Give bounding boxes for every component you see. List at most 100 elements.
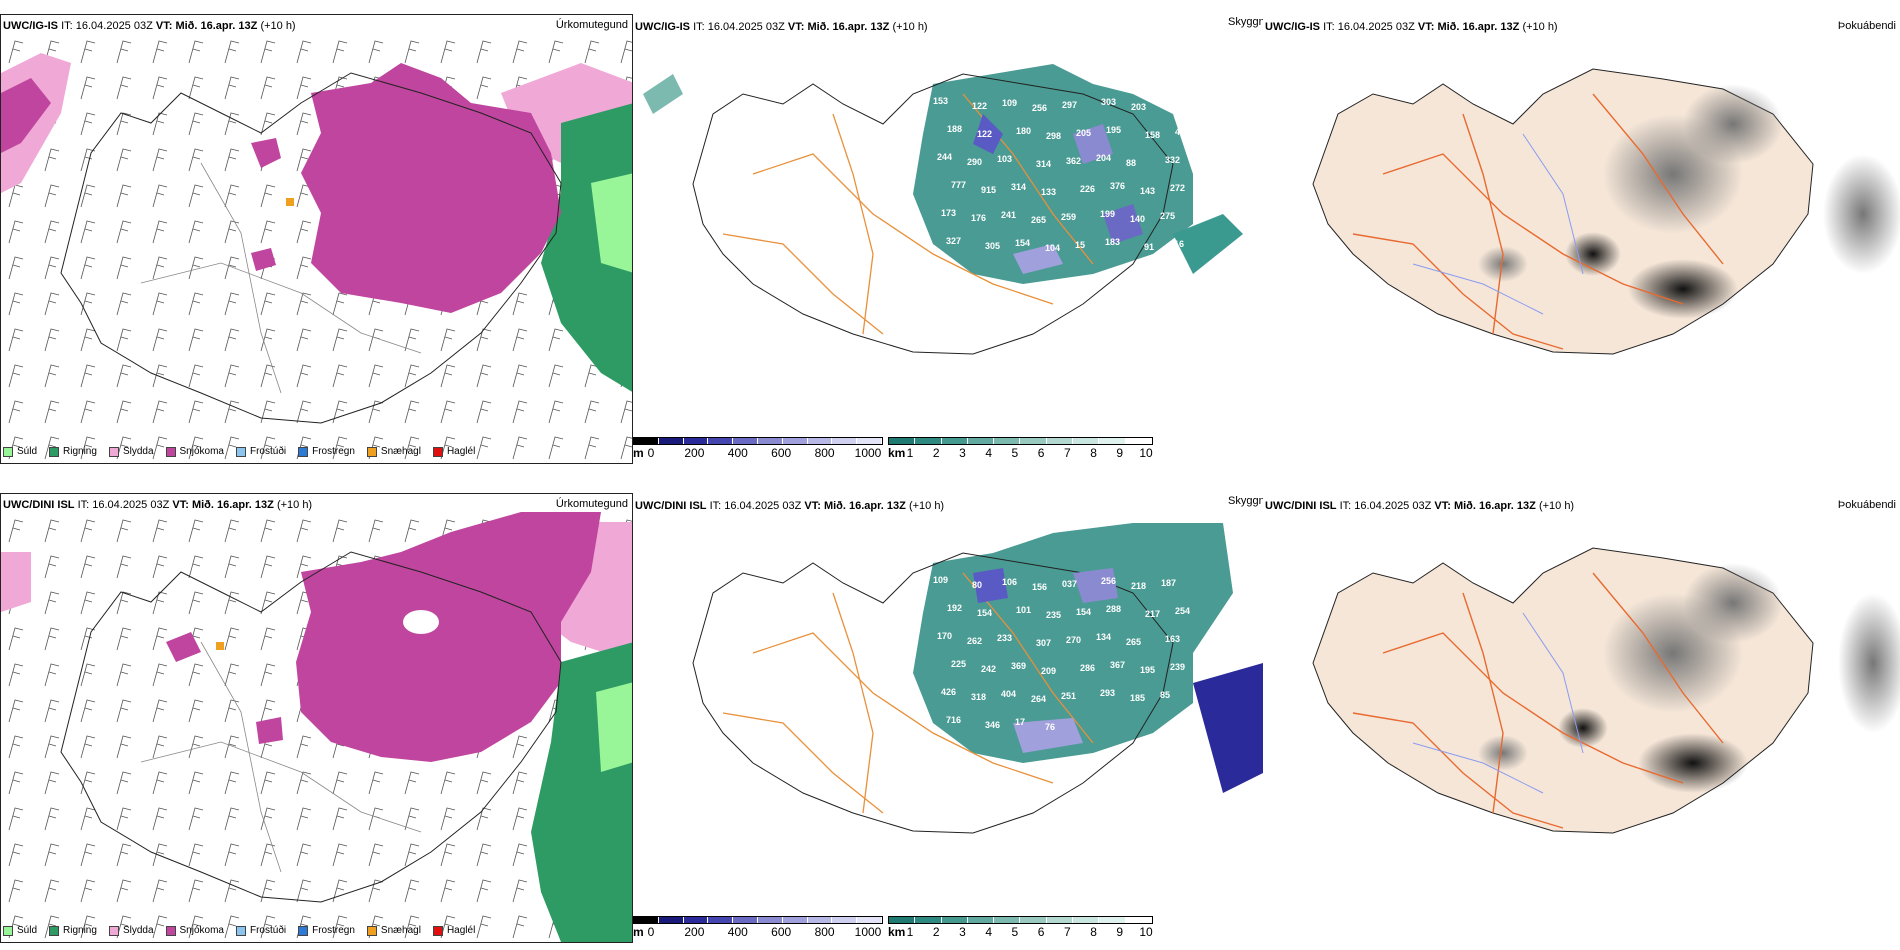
scale-tick-label: 1000 [854,446,882,460]
scale-tick-label: 600 [771,446,792,460]
scale-tick-label: 1000 [854,925,882,939]
fog-map [1312,547,1900,834]
cloud-base-label: 265 [1126,637,1141,647]
panel-title: Úrkomutegund [555,19,628,31]
scale-tick-label: 400 [727,925,748,939]
cloud-base-label: 195 [1140,665,1155,675]
model-name: UWC/DINI ISL [1265,500,1337,512]
it-label: IT: [1339,500,1352,512]
cloud-base-label: 233 [997,633,1012,643]
cloud-base-label: 235 [1046,610,1061,620]
fog-panel-row1: UWC/IG-IS IT: 16.04.2025 03Z VT: Mið. 16… [1263,14,1900,464]
panel-header: UWC/DINI ISL IT: 16.04.2025 03Z VT: Mið.… [635,499,944,513]
precip-panel-row2: UWC/DINI ISL IT: 16.04.2025 03Z VT: Mið.… [0,493,633,943]
cloud-base-label: 16 [1174,239,1184,249]
lead-time: (+10 h) [260,20,296,32]
visibility-unit: km [888,446,906,460]
vt-label: VT: [172,499,189,511]
cloud-base-label: 270 [1066,635,1081,645]
lead-time: (+10 h) [1538,500,1575,512]
model-name: UWC/IG-IS [635,21,690,33]
visibility-scale: km 1 2 3 4 5 6 7 8 9 10 [888,916,1153,939]
snow-area [1,78,51,153]
scale-tick-label: 5 [1011,925,1019,939]
cloud-base-label: 362 [1066,156,1081,166]
scale-swatch [967,917,995,923]
scale-swatch [1046,917,1074,923]
lead-time: (+10 h) [892,21,928,33]
scale-swatch [1073,917,1100,923]
cloud-base-label: 88 [1126,158,1136,168]
scale-swatch [658,438,684,444]
cloud-base-label: 170 [937,631,952,641]
cloud-base-label: 256 [1032,103,1047,113]
scale-swatch [634,438,659,444]
cloud-base-label: 305 [985,241,1000,251]
cloud-base-label: 426 [941,687,956,697]
cloud-base-label: 265 [1031,215,1046,225]
precip-legend: Súld Rigning Slydda Snjókoma Frostúði Fr… [3,446,487,457]
cloud-base-label: 376 [1110,181,1125,191]
cloud-base-label: 369 [1011,661,1026,671]
rain-east [541,103,632,392]
scale-swatch [1073,438,1100,444]
scale-swatch [915,438,942,444]
cloud-base-label: 290 [967,157,982,167]
scale-swatch [1020,438,1047,444]
cloud-base-label: 254 [1175,606,1190,616]
scale-swatch [1125,438,1152,444]
cloud-base-label: 204 [1096,153,1111,163]
cloud-base-label: 492 [1175,127,1190,137]
visibility-ticks: 1 2 3 4 5 6 7 8 9 10 [888,924,1153,939]
legend-item: Snjókoma [165,925,224,936]
scale-swatch [941,917,968,923]
legend-item: Snæhagl [366,925,421,936]
panel-title: Þokuábendi [1837,20,1896,32]
legend-item: Frostregn [298,446,355,457]
it-label: IT: [77,499,90,511]
cloud-base-label: 303 [1101,97,1116,107]
scale-swatch [683,917,709,923]
scale-tick-label: 6 [1037,925,1045,939]
vt-label: VT: [1434,500,1451,512]
scale-swatch [708,438,734,444]
legend-item: Súld [3,446,37,457]
scale-swatch [857,438,882,444]
scale-swatch [1046,438,1074,444]
lead-time: (+10 h) [276,499,313,511]
panel-title: Skyggni [1228,495,1263,507]
scale-tick-label: 6 [1037,446,1045,460]
model-name: UWC/DINI ISL [635,500,707,512]
scale-tick-label: 4 [985,446,992,460]
scale-swatch [1099,438,1126,444]
scale-swatch [889,438,916,444]
cloud-base-label: 225 [951,659,966,669]
panel-header: UWC/DINI ISL IT: 16.04.2025 03Z VT: Mið.… [3,498,312,512]
visibility-scale: km 1 2 3 4 5 6 7 8 9 10 [888,437,1153,460]
cloud-base-label: 209 [1041,666,1056,676]
scale-swatch [1020,917,1047,923]
scale-tick-label: 3 [959,446,966,460]
legend-item: Frostúði [235,925,286,936]
cloud-base-label: 777 [951,180,966,190]
cloud-base-label: 288 [1106,604,1121,614]
scale-swatch [807,438,833,444]
it-value: 16.04.2025 03Z [724,500,802,512]
precip-legend: Súld Rigning Slydda Snjókoma Frostúði Fr… [3,925,487,936]
cloud-base-label: 297 [1062,100,1077,110]
cloud-base-label: 218 [1131,581,1146,591]
panel-header: UWC/DINI ISL IT: 16.04.2025 03Z VT: Mið.… [1265,499,1574,513]
cloud-base-label: 275 [1160,211,1175,221]
panel-title: Þokuábendi [1837,499,1896,511]
cloud-base-label: 314 [1011,182,1026,192]
cloud-base-label: 217 [1145,609,1160,619]
cloud-base-label: 154 [1015,238,1030,248]
cloud-base-label: 226 [1080,184,1095,194]
cloud-base-label: 264 [1161,99,1176,109]
cloud-base-label: 183 [1105,237,1120,247]
visibility-scale-bar [888,437,1153,445]
scale-swatch [1099,917,1126,923]
visibility-unit: km [888,925,906,939]
vt-value: Mið. 16.apr. 13Z [175,20,258,32]
cloud-base-label: 241 [1001,210,1016,220]
